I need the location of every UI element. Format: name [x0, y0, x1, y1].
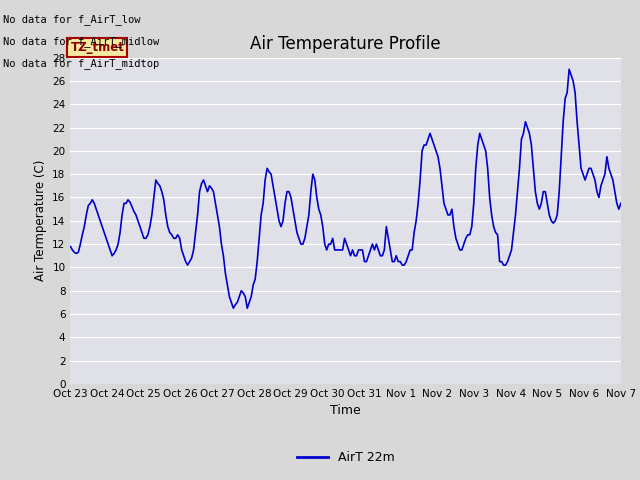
- Y-axis label: Air Termperature (C): Air Termperature (C): [34, 160, 47, 281]
- Title: Air Temperature Profile: Air Temperature Profile: [250, 35, 441, 53]
- Text: No data for f_AirT_midlow: No data for f_AirT_midlow: [3, 36, 159, 47]
- X-axis label: Time: Time: [330, 405, 361, 418]
- Text: TZ_tmet: TZ_tmet: [70, 41, 124, 54]
- Legend: AirT 22m: AirT 22m: [292, 446, 399, 469]
- Text: No data for f_AirT_low: No data for f_AirT_low: [3, 14, 141, 25]
- Text: No data for f_AirT_midtop: No data for f_AirT_midtop: [3, 58, 159, 69]
